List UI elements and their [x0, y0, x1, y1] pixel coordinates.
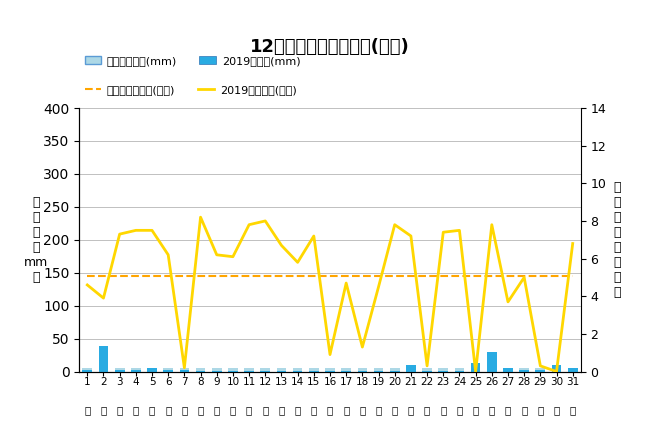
- Text: 日: 日: [133, 405, 139, 415]
- Text: 日: 日: [246, 405, 252, 415]
- Bar: [163, 370, 173, 372]
- Bar: [519, 370, 529, 372]
- Bar: [358, 371, 367, 372]
- Text: 日: 日: [279, 405, 284, 415]
- Text: 日: 日: [294, 405, 301, 415]
- Bar: [422, 368, 432, 372]
- Bar: [552, 368, 562, 372]
- Bar: [552, 365, 562, 372]
- Bar: [244, 368, 254, 372]
- Text: 日: 日: [262, 405, 269, 415]
- Text: 日: 日: [570, 405, 576, 415]
- Bar: [147, 368, 157, 372]
- Bar: [422, 371, 432, 372]
- Bar: [147, 368, 157, 372]
- Bar: [277, 371, 286, 372]
- Y-axis label: 日
照
時
間
（
時
間
）: 日 照 時 間 （ 時 間 ）: [614, 181, 621, 299]
- Bar: [487, 368, 497, 372]
- Bar: [390, 368, 399, 372]
- Bar: [244, 371, 254, 372]
- Bar: [261, 371, 270, 372]
- Bar: [487, 352, 497, 372]
- Bar: [309, 368, 319, 372]
- Text: 日: 日: [343, 405, 349, 415]
- Bar: [406, 365, 416, 372]
- Bar: [406, 368, 416, 372]
- Text: 日: 日: [505, 405, 511, 415]
- Text: 日: 日: [440, 405, 446, 415]
- Bar: [212, 368, 222, 372]
- Text: 日: 日: [408, 405, 414, 415]
- Bar: [228, 368, 238, 372]
- Bar: [309, 371, 319, 372]
- Bar: [568, 368, 578, 372]
- Bar: [455, 368, 464, 372]
- Text: 日: 日: [391, 405, 398, 415]
- Bar: [358, 368, 367, 372]
- Text: 日: 日: [537, 405, 543, 415]
- Text: 日: 日: [197, 405, 204, 415]
- Text: 日: 日: [100, 405, 107, 415]
- Bar: [293, 368, 302, 372]
- Text: 日: 日: [165, 405, 172, 415]
- Bar: [196, 368, 205, 372]
- Bar: [568, 368, 578, 372]
- Bar: [438, 371, 448, 372]
- Bar: [115, 368, 125, 372]
- Bar: [293, 371, 302, 372]
- Bar: [82, 370, 92, 372]
- Legend: 日照時間平年値(時間), 2019日照時間(時間): 日照時間平年値(時間), 2019日照時間(時間): [84, 85, 296, 95]
- Text: 日: 日: [230, 405, 236, 415]
- Bar: [438, 368, 448, 372]
- Bar: [98, 346, 108, 372]
- Bar: [228, 371, 238, 372]
- Text: 日: 日: [117, 405, 123, 415]
- Text: 日: 日: [473, 405, 478, 415]
- Title: 12月降水量・日照時間(日別): 12月降水量・日照時間(日別): [250, 38, 410, 57]
- Bar: [82, 368, 92, 372]
- Bar: [98, 368, 108, 372]
- Bar: [180, 370, 189, 372]
- Bar: [374, 368, 383, 372]
- Text: 日: 日: [311, 405, 317, 415]
- Bar: [503, 368, 513, 372]
- Text: 日: 日: [521, 405, 527, 415]
- Text: 日: 日: [488, 405, 495, 415]
- Text: 日: 日: [553, 405, 560, 415]
- Bar: [196, 371, 205, 372]
- Text: 日: 日: [424, 405, 430, 415]
- Text: 日: 日: [359, 405, 366, 415]
- Bar: [163, 368, 173, 372]
- Bar: [325, 371, 335, 372]
- Bar: [535, 368, 545, 372]
- Bar: [115, 370, 125, 372]
- Bar: [341, 371, 351, 372]
- Bar: [277, 368, 286, 372]
- Text: 日: 日: [149, 405, 155, 415]
- Bar: [519, 368, 529, 372]
- Text: 日: 日: [327, 405, 333, 415]
- Bar: [471, 368, 480, 372]
- Bar: [261, 368, 270, 372]
- Bar: [374, 371, 383, 372]
- Y-axis label: 降
水
量
（
mm
）: 降 水 量 （ mm ）: [24, 196, 48, 284]
- Bar: [131, 368, 141, 372]
- Bar: [180, 368, 189, 372]
- Bar: [455, 371, 464, 372]
- Text: 日: 日: [376, 405, 381, 415]
- Text: 日: 日: [182, 405, 187, 415]
- Bar: [503, 368, 513, 372]
- Bar: [131, 370, 141, 372]
- Bar: [341, 368, 351, 372]
- Bar: [390, 371, 399, 372]
- Text: 日: 日: [456, 405, 463, 415]
- Bar: [325, 368, 335, 372]
- Bar: [535, 370, 545, 372]
- Bar: [471, 363, 480, 372]
- Text: 日: 日: [84, 405, 90, 415]
- Text: 日: 日: [214, 405, 220, 415]
- Bar: [212, 371, 222, 372]
